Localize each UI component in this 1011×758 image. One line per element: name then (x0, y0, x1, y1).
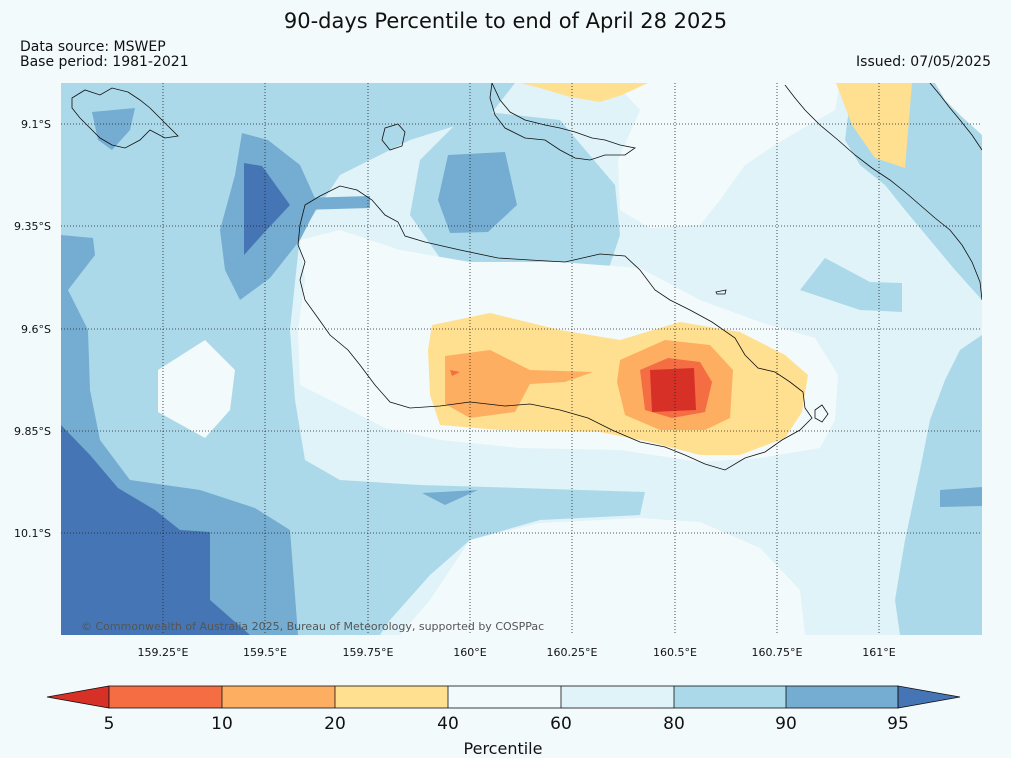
coastline-russell-islands (71, 87, 179, 149)
coastline-marau-islets (814, 404, 829, 423)
colorbar-bin-90-95 (786, 686, 898, 708)
map-plot-area: © Commonwealth of Australia 2025, Bureau… (61, 83, 982, 635)
coastline-malaita-northeast (929, 83, 982, 151)
contour-80-90-east-mid (800, 258, 902, 312)
contour-20-40-northeast (836, 83, 912, 168)
colorbar-dividers (221, 686, 787, 708)
lon-label: 159.25°E (138, 646, 189, 659)
lat-label: 9.6°S (21, 323, 51, 336)
coastline-florida-islands (489, 83, 636, 161)
latitude-labels: 9.1°S 9.35°S 9.6°S 9.85°S 10.1°S (14, 118, 51, 540)
lat-label: 9.85°S (14, 425, 51, 438)
coastlines (71, 83, 982, 471)
colorbar: 5 10 20 40 60 80 90 95 Percentile (46, 685, 961, 758)
colorbar-bin-40-60 (448, 686, 561, 708)
contour-40-60-west-blob (158, 340, 235, 438)
contour-90-95-south-patch (422, 490, 478, 505)
lon-label: 159.5°E (243, 646, 287, 659)
colorbar-bin-10-20 (222, 686, 335, 708)
gridlines (61, 83, 982, 635)
coastline-small-islet (715, 289, 727, 295)
lon-label: 159.75°E (343, 646, 394, 659)
contour-40-60-south (400, 518, 805, 635)
colorbar-tick-label: 95 (887, 714, 909, 734)
source-info: Data source: MSWEP Base period: 1981-202… (20, 40, 189, 70)
contour-90-95-east-patch (940, 487, 982, 507)
coastline-malaita (784, 84, 982, 301)
issued-date: Issued: 07/05/2025 (856, 54, 991, 70)
colorbar-bin-60-80 (561, 686, 674, 708)
contour-80-90-east-bottom (895, 335, 982, 635)
contour-above-95-upper (244, 163, 290, 255)
lon-label: 161°E (862, 646, 895, 659)
colorbar-title: Percentile (464, 739, 543, 758)
lat-label: 10.1°S (14, 527, 51, 540)
colorbar-tick-label: 80 (663, 714, 685, 734)
colorbar-bin-5-10 (109, 686, 222, 708)
contour-20-40-north (520, 83, 648, 102)
base-period-text: Base period: 1981-2021 (20, 54, 189, 70)
contour-40-60-northeast (935, 83, 982, 135)
longitude-labels: 159.25°E 159.5°E 159.75°E 160°E 160.25°E… (138, 646, 896, 659)
contour-5-10-west-dot (450, 370, 460, 376)
contour-90-95-strip (300, 196, 370, 210)
colorbar-tick-label: 40 (437, 714, 459, 734)
coastline-guadalcanal (297, 185, 813, 471)
colorbar-tick-label: 20 (324, 714, 346, 734)
colorbar-extend-low (46, 685, 110, 709)
lon-label: 160°E (453, 646, 486, 659)
lon-label: 160.75°E (752, 646, 803, 659)
colorbar-extend-high (897, 685, 961, 709)
contour-below-5 (650, 368, 696, 412)
colorbar-bin-20-40 (335, 686, 448, 708)
data-source-text: Data source: MSWEP (20, 39, 166, 55)
colorbar-tick-label: 90 (775, 714, 797, 734)
map-title: 90-days Percentile to end of April 28 20… (283, 9, 728, 33)
lon-label: 160.5°E (653, 646, 697, 659)
lat-label: 9.1°S (21, 118, 51, 131)
colorbar-tick-label: 5 (104, 714, 115, 734)
contour-40-60-north (615, 83, 840, 228)
copyright-credit: © Commonwealth of Australia 2025, Bureau… (81, 620, 544, 633)
colorbar-tick-label: 60 (550, 714, 572, 734)
lat-label: 9.35°S (14, 220, 51, 233)
colorbar-bin-80-90 (674, 686, 786, 708)
lon-label: 160.25°E (547, 646, 598, 659)
colorbar-outline (108, 685, 899, 709)
colorbar-tick-label: 10 (211, 714, 233, 734)
contour-10-20-west (445, 350, 593, 418)
contour-above-95-southwest (61, 425, 250, 635)
contour-90-95-north-center (438, 152, 517, 233)
